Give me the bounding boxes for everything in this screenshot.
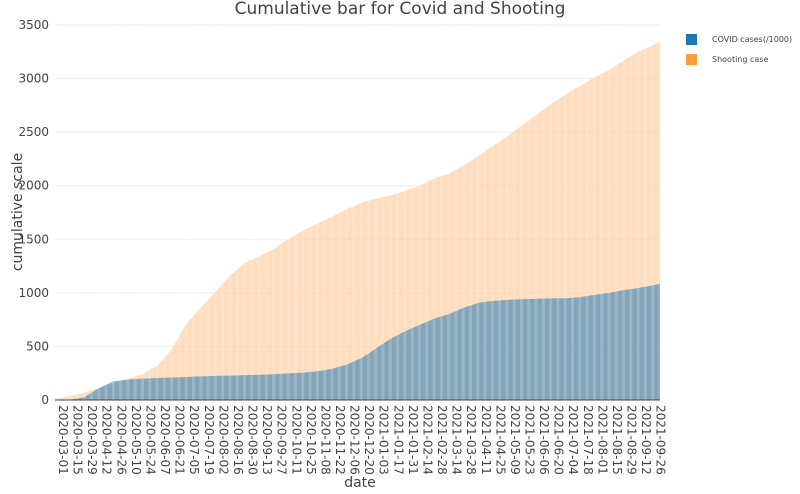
legend-label: Shooting case: [712, 55, 768, 64]
y-tick-label: 500: [26, 339, 49, 353]
legend-label: COVID cases(/1000): [712, 35, 792, 44]
x-tick-label: 2020-07-19: [202, 405, 216, 475]
y-axis: 0 500 1000 1500 2000 2500 3000 3500: [18, 18, 49, 407]
x-tick-label: 2021-07-04: [566, 405, 580, 475]
y-tick-label: 1000: [18, 286, 49, 300]
x-tick-label: 2021-05-23: [523, 405, 537, 475]
y-tick-label: 2500: [18, 125, 49, 139]
x-tick-label: 2021-07-18: [581, 405, 595, 475]
x-tick-label: 2020-10-25: [304, 405, 318, 475]
x-tick-label: 2020-03-29: [85, 405, 99, 475]
x-tick-label: 2020-05-24: [143, 405, 157, 475]
x-tick-label: 2020-05-10: [129, 405, 143, 475]
y-tick-label: 1500: [18, 232, 49, 246]
x-tick-label: 2020-04-12: [100, 405, 114, 475]
x-tick-label: 2021-03-28: [464, 405, 478, 475]
x-tick-label: 2021-08-01: [595, 405, 609, 475]
x-tick-label: 2021-04-25: [493, 405, 507, 475]
x-tick-label: 2020-08-16: [231, 405, 245, 475]
x-tick-label: 2020-08-30: [246, 405, 260, 475]
x-tick-label: 2020-07-05: [187, 405, 201, 475]
x-tick-label: 2020-06-07: [158, 405, 172, 475]
x-tick-label: 2020-12-06: [348, 405, 362, 475]
series-area-covid: [55, 283, 660, 400]
y-tick-label: 3500: [18, 18, 49, 32]
x-tick-label: 2021-06-20: [552, 405, 566, 475]
x-tick-label: 2020-12-20: [362, 405, 376, 475]
x-tick-label: 2021-03-14: [450, 405, 464, 475]
x-tick-label: 2021-01-17: [391, 405, 405, 475]
x-tick-label: 2021-05-09: [508, 405, 522, 475]
plot-area: [53, 25, 662, 400]
x-tick-label: 2021-02-28: [435, 405, 449, 475]
x-tick-label: 2021-01-31: [406, 405, 420, 475]
x-tick-label: 2020-06-21: [173, 405, 187, 475]
x-tick-label: 2021-01-03: [377, 405, 391, 475]
y-axis-title: cumulative scale: [10, 153, 26, 271]
x-tick-label: 2020-08-02: [216, 405, 230, 475]
x-tick-label: 2020-11-22: [333, 405, 347, 475]
x-tick-label: 2021-08-29: [625, 405, 639, 475]
x-tick-label: 2021-08-15: [610, 405, 624, 475]
chart-title: Cumulative bar for Covid and Shooting: [235, 0, 566, 19]
x-tick-label: 2021-04-11: [479, 405, 493, 475]
x-tick-label: 2020-09-13: [260, 405, 274, 475]
x-tick-label: 2020-04-26: [114, 405, 128, 475]
x-tick-label: 2020-11-08: [318, 405, 332, 475]
x-tick-label: 2021-09-26: [654, 405, 668, 475]
x-tick-label: 2020-10-11: [289, 405, 303, 475]
x-tick-label: 2021-02-14: [420, 405, 434, 475]
legend-swatch: [686, 34, 697, 45]
x-axis: 2020-03-01 2020-03-15 2020-03-29 2020-04-12…: [56, 405, 668, 475]
x-tick-label: 2021-09-12: [639, 405, 653, 475]
y-tick-label: 2000: [18, 179, 49, 193]
x-axis-title: date: [344, 475, 376, 491]
legend: COVID cases(/1000) Shooting case: [686, 34, 792, 65]
y-tick-label: 0: [41, 393, 49, 407]
x-tick-label: 2020-03-15: [71, 405, 85, 475]
y-tick-label: 3000: [18, 72, 49, 86]
x-tick-label: 2020-03-01: [56, 405, 70, 475]
x-tick-label: 2020-09-27: [275, 405, 289, 475]
legend-swatch: [686, 54, 697, 65]
x-tick-label: 2021-06-06: [537, 405, 551, 475]
